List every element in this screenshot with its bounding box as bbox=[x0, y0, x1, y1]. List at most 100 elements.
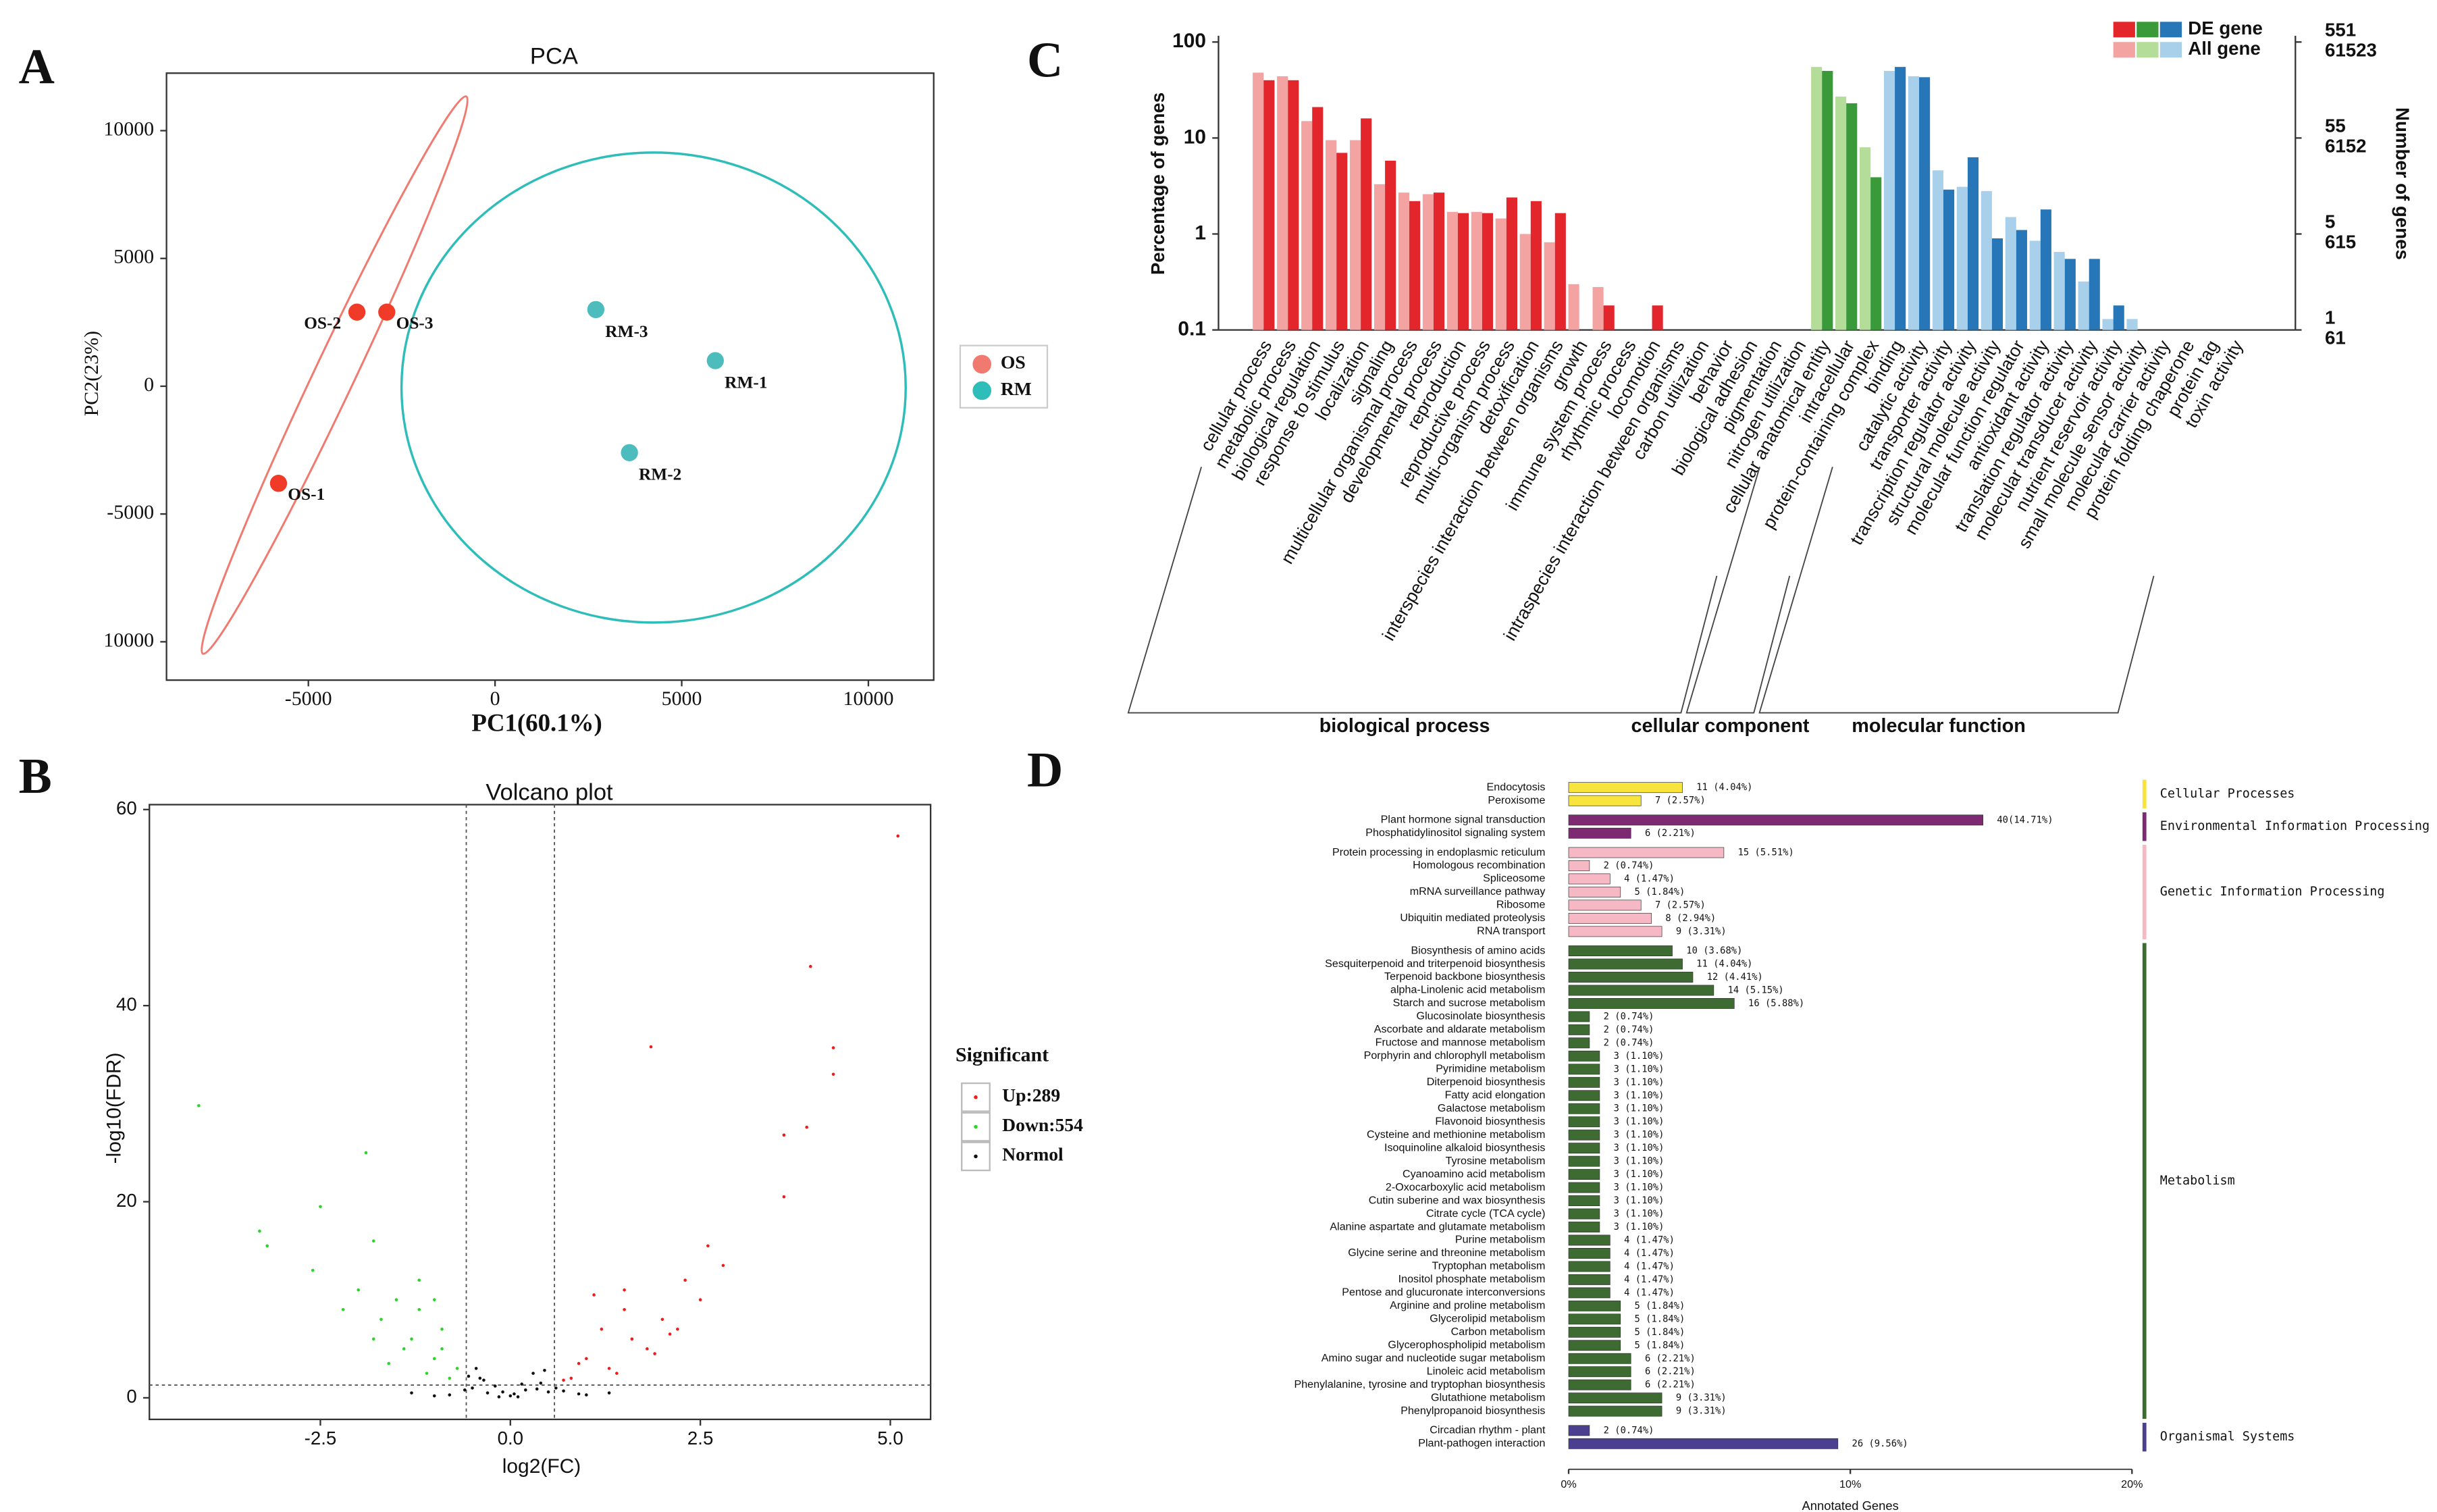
os-ellipse bbox=[201, 95, 469, 655]
bar bbox=[1544, 242, 1555, 330]
group-label: Environmental Information Processing bbox=[2160, 819, 2430, 833]
legend-marker bbox=[972, 355, 992, 374]
bar bbox=[1350, 140, 1361, 330]
group-bracket bbox=[1685, 467, 1791, 714]
point bbox=[646, 1347, 649, 1351]
bar bbox=[1568, 1116, 1600, 1128]
bar bbox=[1277, 76, 1288, 330]
bar bbox=[1568, 1222, 1600, 1232]
bar bbox=[1568, 1234, 1610, 1246]
category-label: Phosphatidylinositol signaling system bbox=[1365, 827, 1545, 839]
bar bbox=[1568, 1103, 1600, 1114]
point bbox=[531, 1372, 535, 1375]
bar bbox=[1568, 1392, 1662, 1404]
value-label: 9 (3.31%) bbox=[1676, 1392, 1727, 1403]
point bbox=[513, 1392, 516, 1396]
category-label: alpha-Linolenic acid metabolism bbox=[1390, 984, 1545, 996]
point bbox=[258, 1229, 261, 1233]
category-label: Sesquiterpenoid and triterpenoid biosynt… bbox=[1325, 958, 1545, 970]
chart-title: PCA bbox=[530, 43, 578, 69]
value-label: 9 (3.31%) bbox=[1676, 1406, 1727, 1417]
point bbox=[782, 1133, 786, 1137]
y-tick-label: 5000 bbox=[113, 246, 154, 268]
x-tick-label: 20% bbox=[2121, 1478, 2143, 1490]
category-label: Homologous recombination bbox=[1413, 859, 1545, 871]
legend-title: Significant bbox=[955, 1044, 1049, 1066]
bar bbox=[1482, 213, 1494, 330]
x-tick-label: 10% bbox=[1839, 1478, 1861, 1490]
value-label: 4 (1.47%) bbox=[1624, 1261, 1675, 1272]
value-label: 14 (5.15%) bbox=[1728, 985, 1784, 995]
bar bbox=[1361, 118, 1372, 330]
x-tick-label: -2.5 bbox=[305, 1428, 337, 1449]
bar bbox=[1568, 847, 1725, 858]
point bbox=[543, 1368, 546, 1372]
point bbox=[471, 1386, 474, 1390]
point bbox=[607, 1367, 611, 1370]
group-label: molecular function bbox=[1852, 715, 2026, 737]
bar bbox=[1568, 1064, 1600, 1075]
value-label: 5 (1.84%) bbox=[1635, 887, 1685, 897]
value-label: 3 (1.10%) bbox=[1614, 1130, 1665, 1141]
bar bbox=[1652, 305, 1663, 330]
legend-marker bbox=[974, 1154, 978, 1159]
category-label: mRNA surveillance pathway bbox=[1410, 885, 1546, 897]
point bbox=[831, 1072, 835, 1076]
value-label: 26 (9.56%) bbox=[1852, 1438, 1908, 1449]
y-axis-title: PC2(23%) bbox=[80, 331, 103, 416]
value-label: 6 (2.21%) bbox=[1645, 1380, 1696, 1390]
category-label: Purine metabolism bbox=[1455, 1234, 1546, 1246]
bar bbox=[1835, 97, 1847, 330]
value-label: 11 (4.04%) bbox=[1696, 782, 1752, 793]
x-tick-label: 5.0 bbox=[877, 1428, 903, 1449]
point bbox=[478, 1376, 482, 1380]
point bbox=[896, 834, 900, 838]
bar bbox=[1956, 186, 1968, 330]
value-label: 3 (1.10%) bbox=[1614, 1156, 1665, 1167]
point bbox=[585, 1357, 588, 1361]
point bbox=[348, 303, 366, 321]
value-label: 5 (1.84%) bbox=[1635, 1301, 1685, 1311]
bar bbox=[1530, 201, 1542, 330]
rm-ellipse bbox=[400, 151, 908, 624]
point bbox=[417, 1278, 421, 1282]
point bbox=[668, 1332, 672, 1336]
category-label: Linoleic acid metabolism bbox=[1427, 1365, 1546, 1377]
y2-tick-label: 6152 bbox=[2325, 135, 2366, 156]
bar bbox=[1859, 147, 1871, 330]
y2-tick-label: 5 bbox=[2325, 211, 2335, 232]
bar bbox=[1495, 218, 1506, 330]
point bbox=[535, 1387, 539, 1391]
category-label: Cysteine and methionine metabolism bbox=[1367, 1128, 1545, 1141]
point bbox=[467, 1374, 471, 1378]
bar bbox=[2089, 259, 2100, 330]
legend-marker bbox=[974, 1095, 978, 1099]
point bbox=[394, 1298, 398, 1302]
bar bbox=[1554, 213, 1566, 330]
value-label: 3 (1.10%) bbox=[1614, 1090, 1665, 1101]
bar bbox=[1568, 1143, 1600, 1154]
value-label: 5 (1.84%) bbox=[1635, 1313, 1685, 1324]
category-label: Pentose and glucuronate interconversions bbox=[1342, 1286, 1545, 1299]
value-label: 2 (0.74%) bbox=[1604, 1011, 1654, 1022]
y-tick-label: 10000 bbox=[103, 629, 154, 651]
bar bbox=[1373, 184, 1386, 330]
bar bbox=[1568, 1182, 1600, 1193]
category-label: Cutin suberine and wax biosynthesis bbox=[1369, 1194, 1546, 1206]
bar bbox=[1568, 1208, 1600, 1220]
point bbox=[341, 1307, 345, 1311]
bar bbox=[1568, 912, 1652, 924]
bar bbox=[2126, 319, 2138, 330]
value-label: 15 (5.51%) bbox=[1738, 848, 1794, 858]
category-label: Ascorbate and aldarate metabolism bbox=[1374, 1023, 1546, 1035]
value-label: 6 (2.21%) bbox=[1645, 1353, 1696, 1364]
point bbox=[585, 1393, 588, 1397]
category-label: Diterpenoid biosynthesis bbox=[1427, 1076, 1546, 1088]
panel-letter: A bbox=[19, 38, 55, 94]
category-label: Biosynthesis of amino acids bbox=[1411, 944, 1545, 956]
point bbox=[357, 1288, 361, 1292]
legend-marker bbox=[974, 1124, 978, 1129]
x-axis-title: Annotated Genes bbox=[1802, 1498, 1898, 1512]
y-tick-label: 1 bbox=[1195, 221, 1206, 244]
